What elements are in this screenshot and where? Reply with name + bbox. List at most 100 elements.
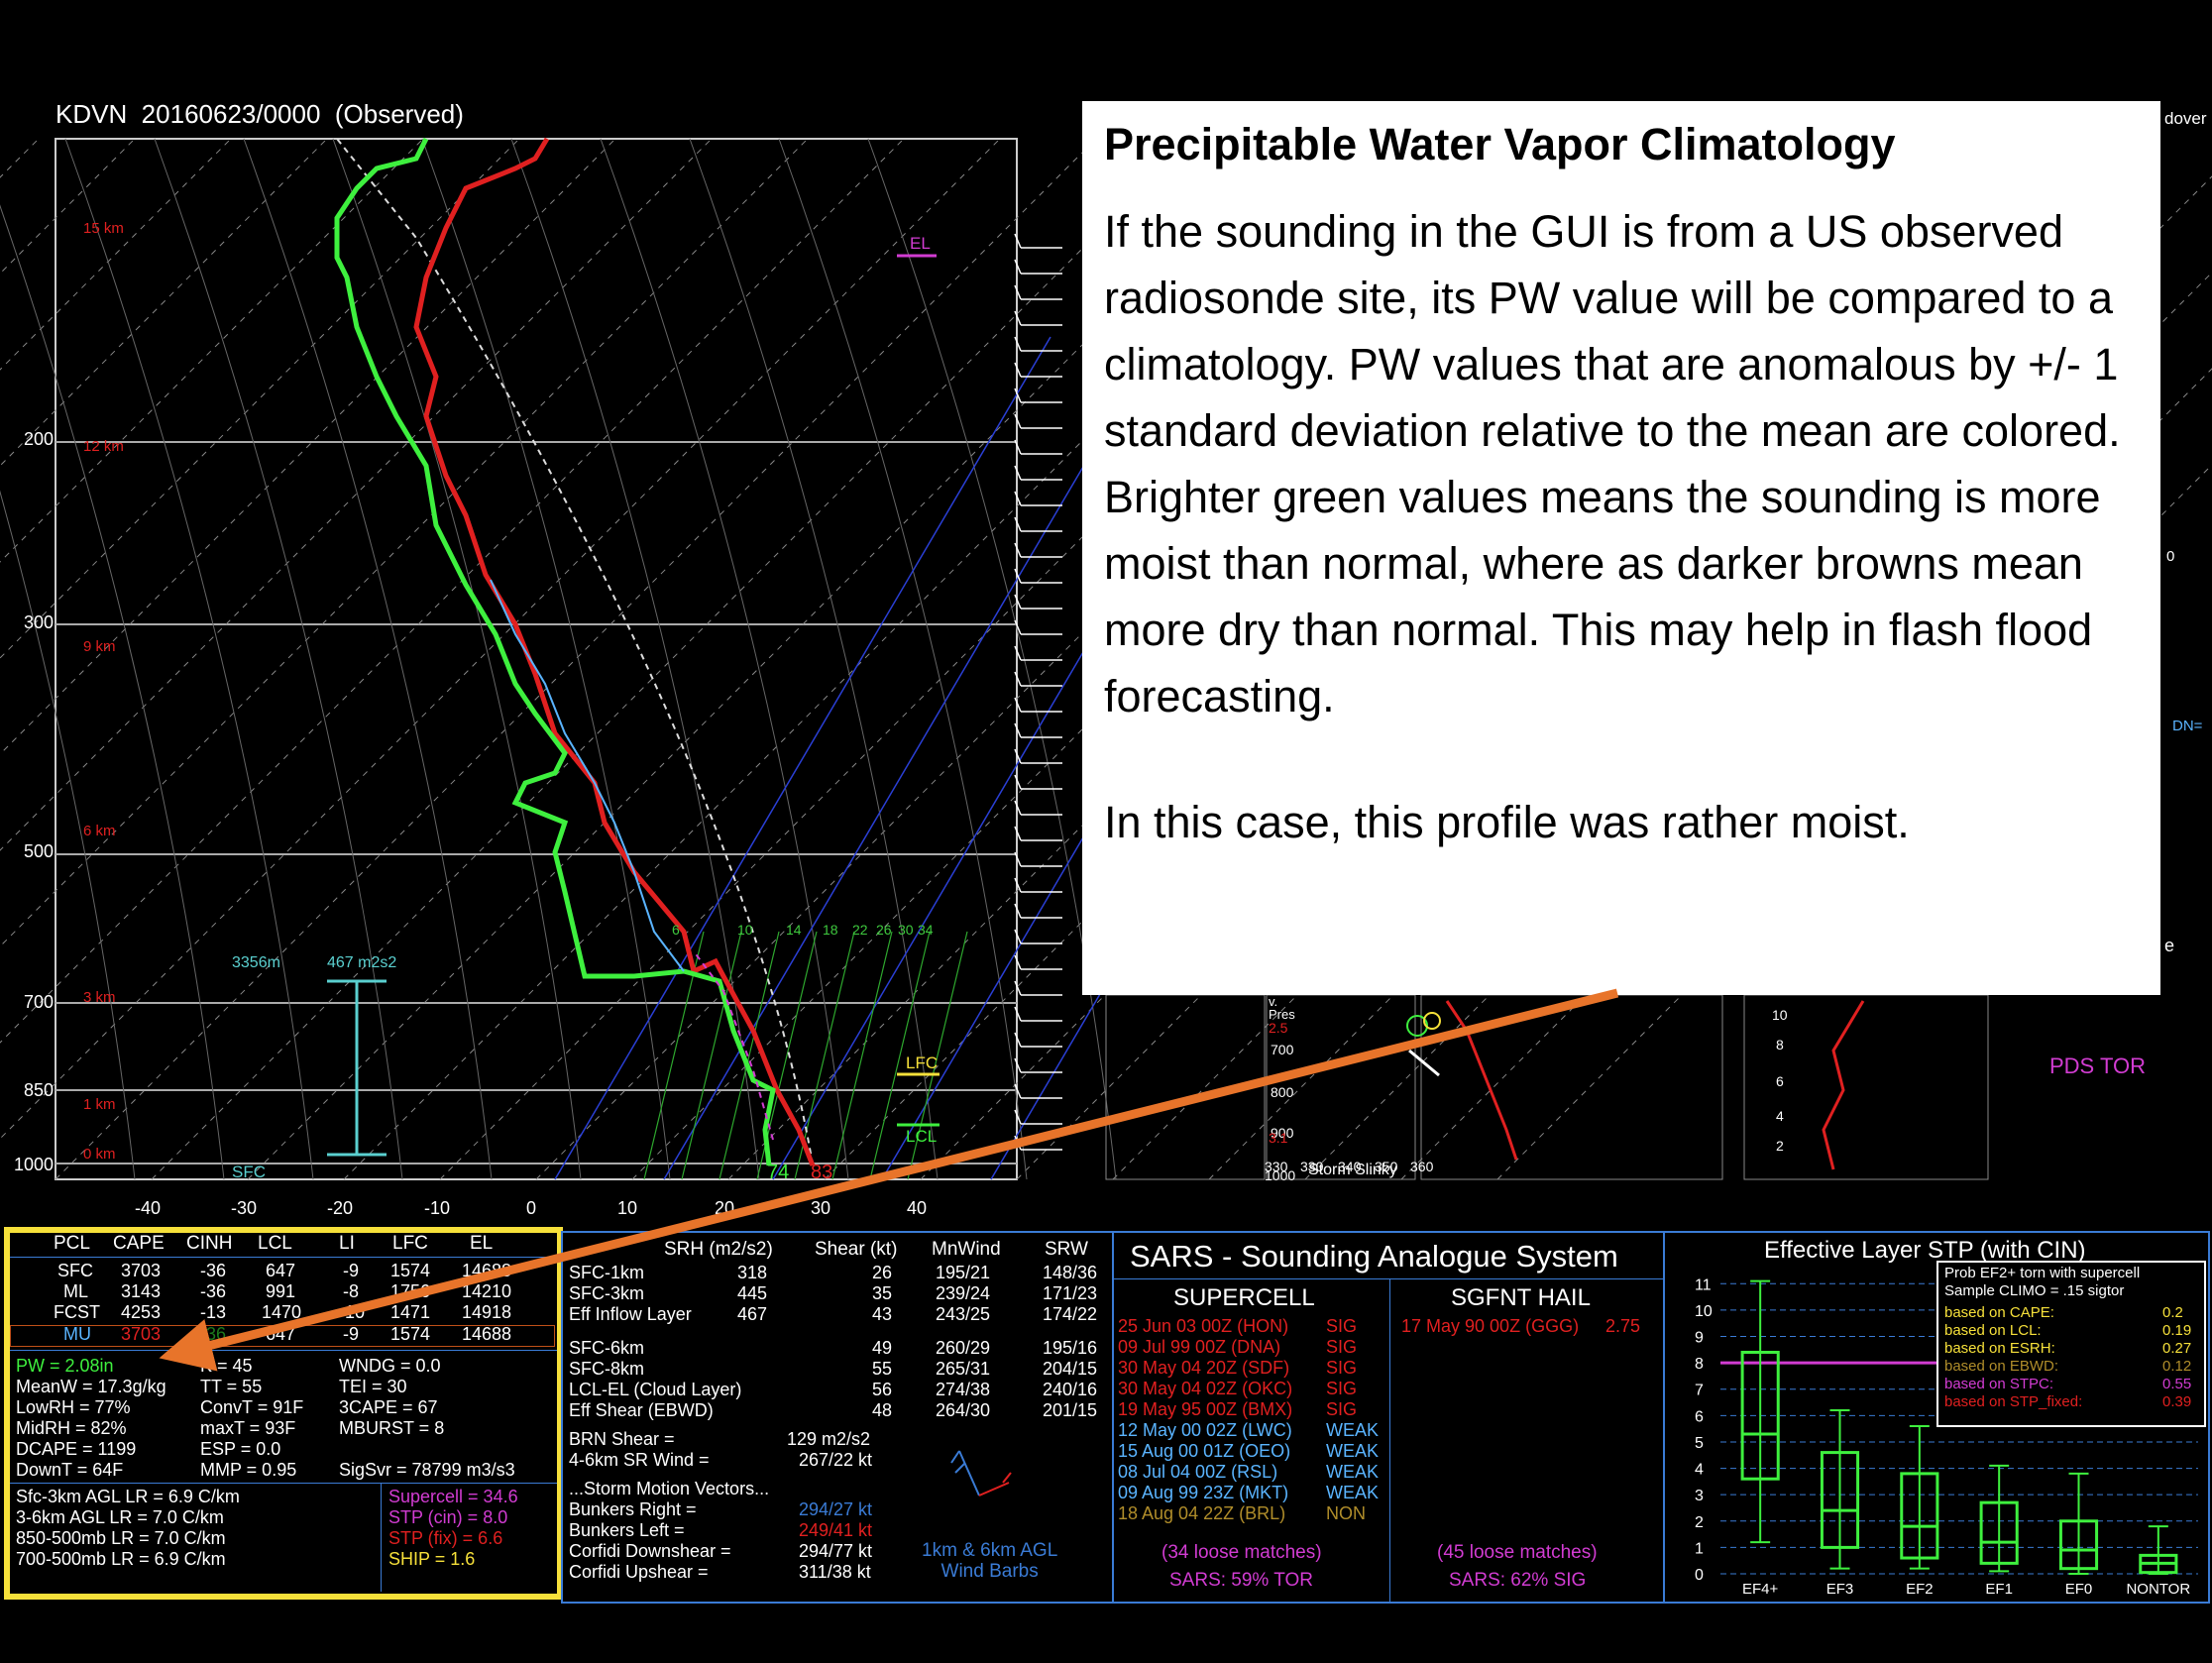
kin-extra: BRN Shear = 129 m2/s2 4-6km SR Wind = 267/…: [569, 1429, 873, 1582]
wind-barb-flag: [1014, 310, 1022, 326]
isotherm: [151, 138, 1193, 1180]
isotherm: [0, 138, 424, 563]
wind-barb-flag: [1014, 645, 1022, 661]
pw-highlight-box: [4, 1227, 563, 1600]
stp-box: [2139, 1553, 2178, 1575]
callout-conclusion: In this case, this profile was rather mo…: [1104, 797, 1910, 847]
dry-adiabat: [689, 138, 939, 1180]
stp-box: [1820, 1451, 1860, 1549]
wind-barb-flag: [1014, 594, 1022, 610]
kin-header: SRW: [1045, 1239, 1088, 1260]
wind-barb-flag: [1014, 233, 1022, 249]
wind-barb-flag: [1014, 954, 1022, 970]
wind-barb-flag: [1014, 568, 1022, 584]
virtual-temp-line: [490, 579, 685, 972]
height-label: 1 km: [83, 1096, 116, 1113]
wind-barb-flag: [1014, 671, 1022, 687]
inflow-top-label: 3356m: [232, 954, 280, 971]
stp-category-label: EF4+: [1742, 1581, 1779, 1598]
dry-adiabat: [0, 204, 225, 1180]
kin-header: SRH (m2/s2): [664, 1239, 773, 1260]
wind-barb-flag: [1014, 336, 1022, 352]
wind-barb-flag: [1014, 465, 1022, 481]
dry-adiabat: [243, 138, 493, 1180]
lfc-marker: LFC: [906, 1053, 939, 1072]
height-label: 0 km: [83, 1146, 116, 1163]
isotherm: [0, 138, 1001, 1140]
dry-adiabat: [154, 138, 403, 1180]
theta-profile: [1445, 1000, 1518, 1161]
stp-box: [1740, 1350, 1780, 1481]
sfc-marker: SFC: [232, 1163, 266, 1181]
temp-axis-label: 30: [811, 1198, 831, 1218]
slinky-vector: [1408, 1049, 1440, 1077]
inflow-helicity-label: 467 m2s2: [327, 954, 397, 971]
wind-barb-flag: [1014, 619, 1022, 635]
pressure-label: 300: [24, 612, 55, 632]
wind-barb-flag: [1014, 929, 1022, 944]
wind-barb-flag: [1014, 748, 1022, 764]
height-label: 12 km: [83, 438, 124, 455]
temp-axis-label: 10: [617, 1198, 638, 1218]
supercell-loose: (34 loose matches): [1161, 1542, 1322, 1563]
isotherm: [0, 138, 713, 851]
stp-y-tick: 1: [1695, 1540, 1704, 1557]
sars-title: SARS - Sounding Analogue System: [1130, 1239, 1618, 1274]
wind-barb-flag: [1014, 413, 1022, 429]
stp-y-tick: 5: [1695, 1435, 1704, 1452]
isotherm: [0, 138, 136, 275]
inset-frame: [1105, 994, 1266, 1180]
height-label: 6 km: [83, 823, 116, 839]
temperature-line: [413, 137, 816, 1166]
mixing-ratio-label: 6: [672, 922, 680, 938]
temp-axis-label: 20: [715, 1198, 735, 1218]
wind-barb-icon: [950, 1450, 1012, 1497]
dry-adiabat: [0, 490, 136, 1180]
temp-axis-label: -20: [327, 1198, 354, 1218]
composite-params: Supercell = 34.6 STP (cin) = 8.0 STP (fi…: [388, 1487, 518, 1569]
storm-slinky-label: Storm Slinky: [1308, 1162, 1397, 1178]
kin-table: SFC-1km 318 26 195/21 148/36 SFC-3km 445 35 239…: [569, 1263, 1098, 1420]
thermo-header: PCL: [54, 1233, 90, 1254]
theta-tick: 330: [1265, 1159, 1288, 1174]
stp-category-label: EF3: [1826, 1581, 1854, 1598]
dry-adiabat: [332, 138, 582, 1180]
temp-axis-label: -40: [135, 1198, 162, 1218]
mixing-ratio-label: 18: [823, 922, 838, 938]
stp-box: [1900, 1472, 1939, 1560]
isotherm: [0, 138, 809, 947]
moist-adiabat: [554, 336, 1051, 1180]
wind-barb-flag: [1014, 259, 1022, 275]
stp-category-label: NONTOR: [2126, 1581, 2190, 1598]
isotherm: [1304, 272, 2212, 1180]
wind-barb-flag: [1014, 800, 1022, 816]
surface-dewpoint: 74: [767, 1162, 790, 1183]
stp-y-tick: 3: [1695, 1488, 1704, 1504]
kin-header: MnWind: [932, 1239, 1001, 1260]
pressure-label: 850: [24, 1080, 55, 1100]
el-marker: EL: [910, 234, 931, 253]
dry-adiabat: [510, 138, 760, 1180]
stp-y-tick: 4: [1695, 1462, 1704, 1479]
wind-barb-flag: [1014, 903, 1022, 919]
temp-axis-label: -30: [231, 1198, 258, 1218]
height-label: 15 km: [83, 220, 124, 237]
skewt-frame: [55, 138, 1018, 1180]
height-label: 3 km: [83, 989, 116, 1006]
indices-block: PW = 2.08in K = 45 WNDG = 0.0 MeanW = 17…: [16, 1356, 515, 1480]
lapse-rates: Sfc-3km AGL LR = 6.9 C/km 3-6km AGL LR =…: [16, 1487, 240, 1569]
hodo-tick: 8: [1776, 1037, 1784, 1053]
supercell-matches: 25 Jun 03 00Z (HON) SIG 09 Jul 99 00Z (DN…: [1118, 1316, 1380, 1523]
callout-heading: Precipitable Water Vapor Climatology: [1104, 119, 1896, 169]
dry-adiabat: [64, 138, 314, 1180]
isotherm: [55, 138, 1097, 1180]
hail-result: SARS: 62% SIG: [1449, 1570, 1587, 1591]
temp-axis-label: 40: [907, 1198, 928, 1218]
isotherm: [0, 138, 905, 1044]
edge-label: DN=: [2172, 718, 2203, 734]
stp-box: [1979, 1500, 2019, 1565]
hodo-profile: [1822, 1000, 1865, 1170]
stp-y-tick: 11: [1695, 1276, 1712, 1293]
dry-adiabat: [778, 138, 1028, 1180]
pds-tor-label: PDS TOR: [2049, 1053, 2146, 1078]
